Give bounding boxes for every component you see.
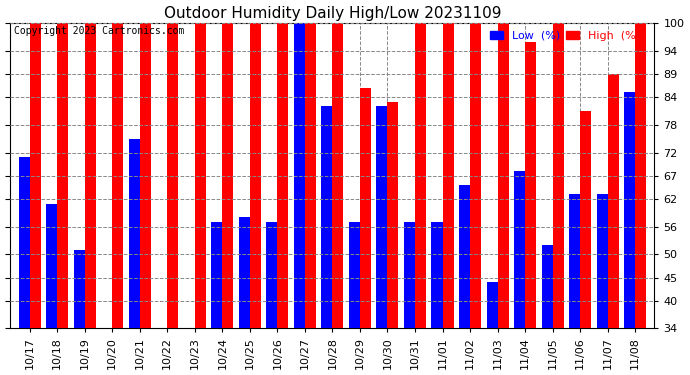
Bar	[140, 23, 151, 375]
Text: Copyright 2023 Cartronics.com: Copyright 2023 Cartronics.com	[14, 26, 184, 36]
Bar	[580, 111, 591, 375]
Bar	[30, 23, 41, 375]
Bar	[333, 23, 344, 375]
Bar	[486, 282, 497, 375]
Bar	[294, 23, 305, 375]
Bar	[608, 74, 619, 375]
Bar	[19, 157, 30, 375]
Bar	[239, 217, 250, 375]
Bar	[377, 106, 388, 375]
Bar	[470, 23, 481, 375]
Bar	[542, 245, 553, 375]
Bar	[101, 328, 112, 375]
Bar	[277, 23, 288, 375]
Bar	[129, 139, 140, 375]
Bar	[553, 23, 564, 375]
Bar	[250, 23, 261, 375]
Bar	[184, 328, 195, 375]
Bar	[360, 88, 371, 375]
Bar	[431, 222, 442, 375]
Bar	[404, 222, 415, 375]
Bar	[85, 23, 96, 375]
Bar	[156, 328, 167, 375]
Bar	[635, 23, 646, 375]
Bar	[266, 222, 277, 375]
Bar	[415, 23, 426, 375]
Bar	[514, 171, 525, 375]
Bar	[322, 106, 333, 375]
Bar	[349, 222, 360, 375]
Bar	[442, 23, 453, 375]
Legend: Low  (%), High  (%): Low (%), High (%)	[488, 28, 642, 43]
Bar	[525, 42, 536, 375]
Bar	[305, 23, 316, 375]
Bar	[597, 194, 608, 375]
Bar	[569, 194, 580, 375]
Bar	[388, 102, 398, 375]
Bar	[222, 23, 233, 375]
Bar	[167, 23, 178, 375]
Title: Outdoor Humidity Daily High/Low 20231109: Outdoor Humidity Daily High/Low 20231109	[164, 6, 501, 21]
Bar	[57, 23, 68, 375]
Bar	[112, 23, 124, 375]
Bar	[195, 23, 206, 375]
Bar	[46, 204, 57, 375]
Bar	[459, 185, 470, 375]
Bar	[624, 93, 635, 375]
Bar	[497, 23, 509, 375]
Bar	[211, 222, 222, 375]
Bar	[74, 250, 85, 375]
